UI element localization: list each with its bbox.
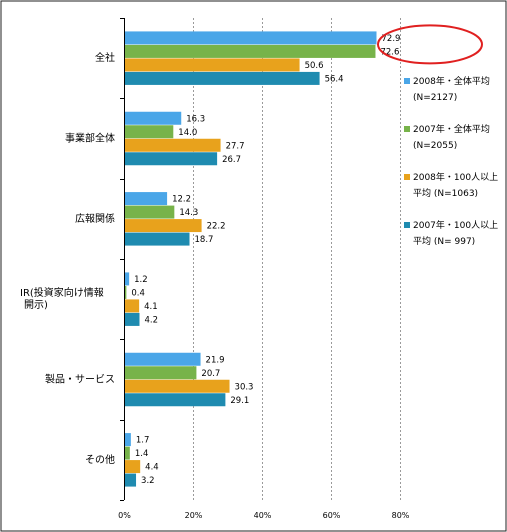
bar: [125, 473, 137, 487]
x-tick-label: 80%: [392, 511, 410, 520]
bar: [125, 272, 130, 286]
bar: [125, 31, 377, 45]
bar: [125, 299, 140, 313]
data-label: 3.2: [141, 476, 155, 486]
highlight-ellipse: [376, 24, 483, 65]
bar: [125, 192, 168, 206]
bar: [125, 312, 140, 326]
data-label: 12.2: [172, 195, 191, 205]
bar: [125, 138, 221, 152]
legend-swatch: [404, 126, 410, 132]
category-label: その他: [85, 453, 115, 466]
data-label: 16.3: [186, 114, 205, 124]
bar: [125, 285, 127, 299]
legend-label: 2007年・全体平均: [413, 123, 490, 135]
data-label: 56.4: [325, 74, 344, 84]
legend-label: 2007年・100人以上: [413, 219, 498, 231]
bar: [125, 71, 320, 85]
category-label: IR(投資家向け情報: [20, 286, 104, 299]
category-label: 全社: [95, 51, 115, 64]
data-label: 18.7: [195, 235, 214, 245]
legend-label: (N=2055): [413, 141, 457, 151]
category-label: 開示): [24, 299, 48, 311]
legend-swatch: [404, 222, 410, 228]
data-label: 1.2: [134, 275, 148, 285]
bar: [125, 446, 130, 460]
bar: [125, 433, 131, 447]
data-label: 21.9: [206, 355, 225, 365]
data-label: 4.4: [145, 463, 159, 473]
data-label: 20.7: [201, 369, 220, 379]
data-label: 22.2: [207, 222, 226, 232]
bar: [125, 152, 218, 166]
data-label: 14.3: [179, 208, 198, 218]
legend-swatch: [404, 78, 410, 84]
legend-label: 2008年・100人以上: [413, 171, 498, 183]
data-label: 26.7: [222, 155, 241, 165]
bar: [125, 219, 202, 233]
bar: [125, 205, 175, 219]
legend: 2008年・全体平均 (N=2127) 2007年・全体平均 (N=2055) 2008…: [404, 75, 498, 247]
legend-label: 平均 (N=1063): [413, 187, 478, 199]
x-tick-label: 20%: [185, 511, 203, 520]
data-label: 29.1: [230, 396, 249, 406]
x-tick-label: 60%: [323, 511, 341, 520]
bar: [125, 366, 197, 380]
data-label: 1.4: [135, 449, 149, 459]
gridlines: [193, 18, 401, 500]
data-label: 27.7: [226, 141, 245, 151]
legend-label: 2008年・全体平均: [413, 75, 490, 87]
data-label: 30.3: [235, 382, 254, 392]
x-tick-label: 40%: [254, 511, 272, 520]
data-label: 4.2: [144, 315, 158, 325]
bar: [125, 393, 226, 407]
bar: [125, 379, 230, 393]
bar: [125, 58, 300, 72]
annotations: [376, 24, 483, 65]
bar: [125, 460, 141, 474]
x-tick-label: 0%: [118, 511, 131, 520]
bar: [125, 111, 182, 125]
bar: [125, 352, 201, 366]
legend-label: (N=2127): [413, 93, 457, 103]
legend-label: 平均 (N= 997): [413, 235, 475, 247]
x-tick-labels: 0% 20% 40% 60% 80%: [118, 511, 410, 520]
bars: [125, 31, 377, 487]
legend-swatch: [404, 174, 410, 180]
data-label: 0.4: [131, 288, 145, 298]
data-label: 1.7: [136, 436, 150, 446]
category-label: 事業部全体: [65, 132, 115, 145]
category-label: 製品・サービス: [45, 373, 115, 386]
data-label: 72.9: [382, 34, 401, 44]
value-labels: 72.9 72.6 50.656.4 16.3 14.0 27.7 26.7 12.2 14.3…: [131, 34, 400, 486]
bar: [125, 44, 376, 58]
data-label: 14.0: [178, 128, 197, 138]
data-label: 50.6: [305, 61, 324, 71]
bar: [125, 232, 190, 246]
category-label: 広報関係: [75, 212, 115, 225]
bar: [125, 125, 174, 139]
data-label: 72.6: [380, 47, 399, 57]
data-label: 4.1: [144, 302, 158, 312]
